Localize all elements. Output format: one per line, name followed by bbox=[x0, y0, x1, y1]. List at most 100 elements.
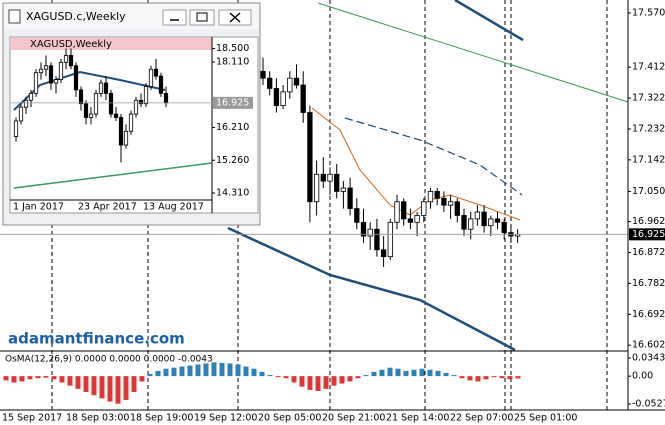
time-label: 25 Sep 01:00 bbox=[514, 413, 577, 424]
candle-body bbox=[474, 211, 481, 220]
osma-bar bbox=[339, 376, 345, 384]
time-label: 23 Apr 2017 bbox=[78, 202, 137, 213]
y-tick-label: 17.050 bbox=[632, 186, 665, 197]
osma-bar bbox=[451, 375, 457, 377]
candle-body bbox=[68, 55, 74, 67]
osma-bar bbox=[499, 376, 505, 379]
candle-body bbox=[158, 75, 164, 94]
osma-bar bbox=[323, 376, 329, 389]
current-price-label: 16.925 bbox=[632, 229, 665, 240]
osma-bar bbox=[363, 375, 369, 377]
osma-bar bbox=[43, 376, 49, 378]
osma-bar bbox=[51, 376, 57, 380]
chart-title: OsMA(12,26,9) 0.0000 0.0000 0.0000 -0.00… bbox=[5, 355, 213, 365]
osma-bar bbox=[419, 368, 425, 377]
candle-body bbox=[138, 99, 144, 105]
osma-bar bbox=[235, 364, 241, 377]
osma-bar bbox=[131, 376, 137, 393]
candle-body bbox=[103, 82, 109, 94]
y-tick-label: 16.692 bbox=[632, 309, 665, 320]
candle-body bbox=[501, 221, 507, 234]
candle-body bbox=[273, 88, 280, 107]
y-tick-label: 17.412 bbox=[632, 62, 665, 73]
osma-bar bbox=[227, 363, 233, 377]
osma-bar bbox=[83, 376, 89, 393]
time-label: 13 Aug 2017 bbox=[143, 202, 204, 213]
candle-body bbox=[367, 228, 373, 237]
osma-bar bbox=[347, 376, 353, 382]
osma-bar bbox=[507, 376, 513, 380]
osma-bar bbox=[203, 363, 209, 377]
osma-bar bbox=[163, 368, 169, 377]
osma-bar bbox=[443, 372, 449, 377]
restore-button[interactable] bbox=[189, 9, 215, 26]
candle-body bbox=[401, 201, 407, 220]
candle-body bbox=[407, 218, 414, 223]
time-label: 19 Sep 12:00 bbox=[194, 413, 257, 424]
chart-title: XAGUSD,Weekly bbox=[30, 39, 112, 50]
osma-bar bbox=[171, 367, 177, 377]
candle-body bbox=[78, 89, 84, 105]
osma-bar bbox=[147, 374, 153, 377]
candle-body bbox=[93, 92, 99, 115]
osma-bar bbox=[11, 376, 17, 383]
osma-bar bbox=[67, 376, 73, 386]
candle-body bbox=[83, 103, 89, 118]
candle-body bbox=[287, 77, 293, 93]
candle-body bbox=[334, 173, 340, 192]
y-tick-label: 18.500 bbox=[216, 43, 249, 54]
candle-body bbox=[434, 191, 440, 199]
candle-body bbox=[300, 84, 306, 113]
candle-body bbox=[374, 228, 380, 251]
y-tick-label: 14.310 bbox=[216, 188, 249, 199]
y-tick-label: 16.962 bbox=[632, 216, 665, 227]
watermark: adamantfinance.com bbox=[8, 330, 185, 348]
candle-body bbox=[267, 77, 273, 89]
osma-bar bbox=[99, 376, 105, 399]
candle-body bbox=[18, 106, 24, 122]
y-tick-label: 17.322 bbox=[632, 93, 665, 104]
inset-chart: 18.500 18.110 16.210 15.260 14.310 XAGUSD,Wee… bbox=[11, 39, 253, 213]
candle-body bbox=[28, 92, 34, 101]
candle-body bbox=[43, 65, 49, 70]
osma-bar bbox=[75, 376, 81, 389]
candle-body bbox=[23, 99, 29, 108]
minimize-button[interactable] bbox=[162, 9, 187, 26]
y-tick-label: 15.260 bbox=[216, 155, 249, 166]
current-price-box bbox=[629, 228, 665, 241]
inset-header bbox=[11, 38, 212, 50]
title-bar bbox=[4, 4, 259, 29]
candle-body bbox=[360, 221, 367, 237]
current-price-label: 16.925 bbox=[216, 97, 249, 108]
candle-body bbox=[327, 173, 333, 182]
osma-bar bbox=[179, 366, 185, 377]
candle-body bbox=[293, 77, 300, 86]
candle-body bbox=[63, 55, 69, 63]
candle-body bbox=[133, 99, 139, 115]
osma-bar bbox=[475, 376, 481, 382]
time-label: 20 Sep 21:00 bbox=[322, 413, 385, 424]
candle-body bbox=[48, 65, 54, 84]
osma-bar bbox=[139, 376, 145, 382]
osma-bar bbox=[355, 376, 361, 379]
window-icon bbox=[8, 9, 21, 24]
osma-bar bbox=[395, 368, 401, 377]
candle-body bbox=[128, 113, 134, 132]
candle-body bbox=[380, 249, 387, 258]
candle-body bbox=[280, 91, 286, 107]
osma-bar bbox=[251, 368, 257, 377]
y-tick-label: 17.570 bbox=[632, 7, 665, 18]
osma-bar bbox=[491, 376, 497, 378]
candle-body bbox=[113, 113, 119, 118]
osma-bar bbox=[435, 370, 441, 377]
candle-body bbox=[488, 218, 494, 227]
window-title: XAGUSD.c,Weekly bbox=[26, 10, 126, 23]
candle-body bbox=[108, 92, 114, 115]
current-price-box bbox=[213, 96, 253, 109]
candle-body bbox=[143, 86, 149, 105]
osma-bar bbox=[35, 376, 41, 379]
y-tick-label: 16.872 bbox=[632, 247, 665, 258]
osma-bar bbox=[291, 376, 297, 383]
y-tick-label: 0.00 bbox=[632, 371, 653, 382]
candle-body bbox=[340, 187, 347, 192]
